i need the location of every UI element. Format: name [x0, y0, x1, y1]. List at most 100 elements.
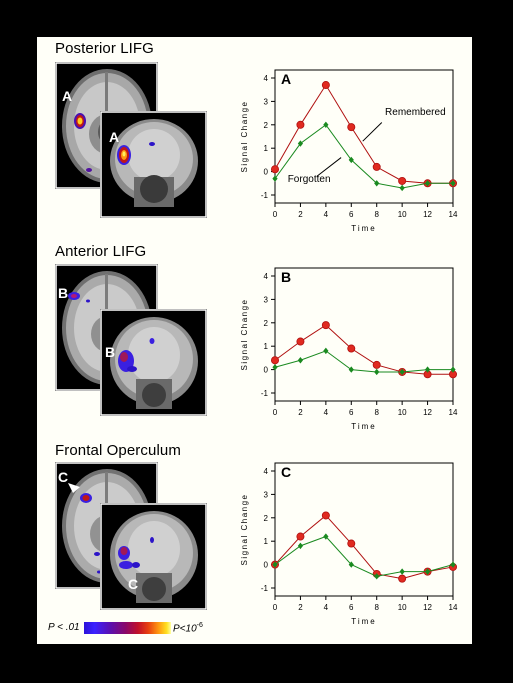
data-point-red	[347, 123, 356, 132]
y-tick-label: 4	[264, 74, 269, 83]
data-point-red	[321, 321, 330, 330]
x-axis-label: Time	[351, 422, 376, 431]
data-point-red	[372, 360, 381, 369]
y-tick-label: 1	[264, 537, 269, 546]
x-tick-label: 2	[298, 603, 303, 612]
colorbar	[84, 622, 171, 634]
y-tick-label: 4	[264, 467, 269, 476]
data-point-green	[348, 156, 354, 164]
x-tick-label: 0	[273, 408, 278, 417]
data-point-red	[398, 176, 407, 185]
data-point-green	[323, 347, 329, 355]
brain-label-b-coronal: B	[105, 344, 116, 360]
y-axis-label: Signal Change	[240, 299, 249, 371]
x-tick-label: 0	[273, 603, 278, 612]
data-point-red	[321, 511, 330, 520]
x-tick-label: 8	[374, 210, 379, 219]
brain-label-b-axial: B	[58, 285, 69, 301]
plot-frame	[274, 462, 454, 597]
remembered-legend-label: Remembered	[385, 107, 446, 118]
brain-label-a-axial: A	[62, 88, 73, 104]
data-point-red	[271, 356, 280, 365]
chart-panel-label: B	[281, 269, 291, 285]
series-line-green	[274, 124, 453, 189]
data-point-green	[272, 364, 278, 371]
y-tick-label: 2	[264, 319, 269, 328]
coronal-brain-slice-c: C	[100, 503, 207, 610]
y-axis-label: Signal Change	[240, 101, 249, 173]
data-point-red	[296, 532, 305, 541]
x-tick-label: 14	[449, 408, 458, 417]
forgotten-pointer-line	[316, 157, 342, 177]
data-point-green	[399, 368, 405, 376]
x-tick-label: 6	[349, 603, 354, 612]
data-point-red	[372, 162, 381, 171]
x-tick-label: 2	[298, 210, 303, 219]
y-tick-label: 4	[264, 272, 269, 281]
x-tick-label: 0	[273, 210, 278, 219]
x-tick-label: 8	[374, 603, 379, 612]
data-point-red	[347, 344, 356, 353]
y-tick-label: 0	[264, 168, 269, 177]
data-point-red	[321, 81, 330, 90]
x-tick-label: 6	[349, 408, 354, 417]
series-line-green	[274, 350, 453, 373]
x-tick-label: 6	[349, 210, 354, 219]
series-line-red	[274, 84, 453, 184]
y-tick-label: 3	[264, 97, 269, 106]
data-point-green	[399, 184, 405, 192]
coronal-brain-slice-a: A	[100, 111, 207, 218]
data-point-green	[374, 180, 380, 187]
section-title-frontal-operculum: Frontal Operculum	[55, 442, 181, 459]
colorbar-low-label: P < .01	[48, 622, 80, 633]
y-tick-label: -1	[261, 191, 269, 200]
data-point-green	[424, 568, 431, 575]
y-axis-label: Signal Change	[240, 494, 249, 566]
chart-panel-label: C	[281, 464, 291, 480]
remembered-pointer-line	[362, 122, 383, 142]
x-tick-label: 2	[298, 408, 303, 417]
brain-label-c-axial: C	[58, 469, 69, 485]
data-point-green	[348, 366, 354, 373]
x-tick-label: 12	[423, 210, 432, 219]
y-tick-label: 0	[264, 366, 269, 375]
y-tick-label: 2	[264, 121, 269, 130]
data-point-red	[398, 574, 407, 583]
data-point-green	[272, 175, 278, 182]
colorbar-high-label: P<10-6	[173, 622, 203, 635]
brain-label-a-coronal: A	[109, 129, 120, 145]
x-tick-label: 12	[423, 603, 432, 612]
y-tick-label: 3	[264, 295, 269, 304]
plot-frame	[274, 69, 454, 204]
data-point-green	[450, 561, 456, 568]
series-line-red	[274, 324, 453, 375]
data-point-green	[272, 561, 278, 568]
section-title-posterior-lifg: Posterior LIFG	[55, 40, 154, 57]
data-point-green	[450, 180, 456, 187]
data-point-green	[297, 357, 304, 364]
plot-frame	[274, 267, 454, 402]
x-tick-label: 10	[398, 408, 407, 417]
chart-panel-label: A	[281, 71, 291, 87]
data-point-green	[297, 542, 304, 550]
data-point-green	[450, 366, 456, 373]
x-tick-label: 12	[423, 408, 432, 417]
x-tick-label: 4	[324, 210, 329, 219]
section-title-anterior-lifg: Anterior LIFG	[55, 243, 147, 260]
data-point-red	[296, 120, 305, 129]
x-axis-label: Time	[351, 617, 376, 626]
x-tick-label: 10	[398, 210, 407, 219]
x-tick-label: 4	[324, 603, 329, 612]
y-tick-label: 3	[264, 490, 269, 499]
forgotten-legend-label: Forgotten	[288, 174, 331, 185]
arrow-icon	[68, 483, 80, 493]
x-tick-label: 4	[324, 408, 329, 417]
x-axis-label: Time	[351, 224, 376, 233]
y-tick-label: 0	[264, 561, 269, 570]
x-tick-label: 8	[374, 408, 379, 417]
series-line-green	[274, 535, 454, 577]
series-line-red	[274, 514, 454, 580]
